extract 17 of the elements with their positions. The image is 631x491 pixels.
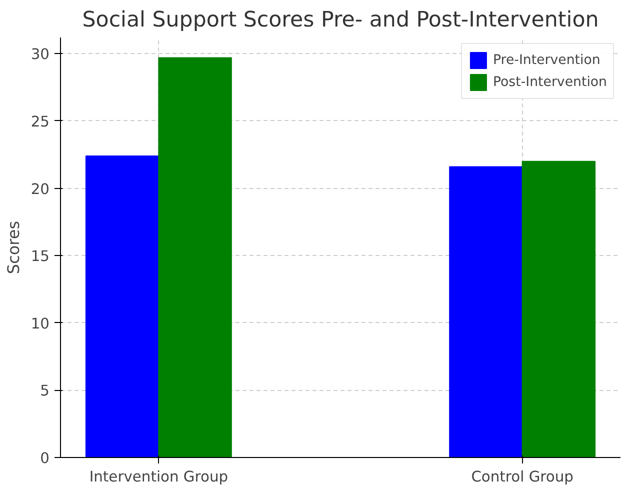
x-tick-label: Intervention Group	[89, 468, 228, 486]
legend-label: Pre-Intervention	[492, 52, 600, 68]
bar	[158, 57, 232, 458]
y-tick-label: 10	[30, 315, 50, 332]
y-tick-label: 5	[40, 382, 50, 400]
bar	[449, 166, 523, 458]
legend-label: Post-Intervention	[492, 74, 607, 90]
y-tick-label: 0	[40, 450, 50, 467]
y-tick-label: 15	[30, 248, 50, 266]
y-tick-label: 20	[30, 180, 50, 198]
x-tick-label: Control Group	[471, 468, 574, 486]
bar	[522, 160, 596, 458]
y-axis-title: Scores	[4, 220, 23, 274]
y-tick-label: 30	[30, 46, 50, 64]
chart-title: Social Support Scores Pre- and Post-Intervention	[82, 8, 599, 32]
bar	[85, 155, 160, 458]
y-tick-label: 25	[30, 113, 50, 130]
